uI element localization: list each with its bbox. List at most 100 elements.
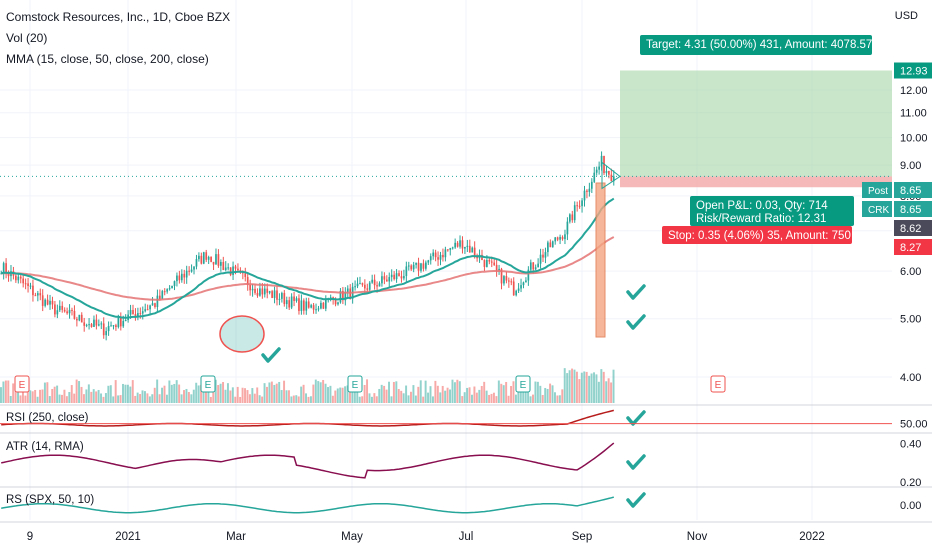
volume-bar — [207, 387, 210, 403]
volume-bar — [170, 384, 173, 403]
candle-body — [149, 305, 151, 310]
volume-bar — [234, 396, 237, 403]
volume-bar — [378, 388, 381, 403]
volume-bar — [593, 372, 595, 403]
candle-body — [466, 245, 469, 247]
candle-body — [95, 319, 98, 326]
volume-bar — [146, 393, 149, 403]
atr-tick-label: 0.20 — [900, 477, 921, 489]
volume-bar — [253, 393, 256, 403]
mma-legend[interactable]: MMA (15, close, 50, close, 200, close) — [6, 52, 209, 66]
volume-bar — [9, 396, 12, 403]
candle-body — [503, 276, 505, 284]
candle-body — [27, 283, 29, 287]
volume-bar — [485, 390, 488, 403]
volume-bar — [322, 379, 325, 403]
volume-bar — [129, 386, 132, 403]
candle-body — [317, 308, 320, 310]
volume-bar — [417, 386, 420, 403]
volume-bar — [395, 381, 398, 403]
volume-bar — [185, 388, 188, 403]
candle-body — [586, 190, 588, 192]
candle-body — [525, 280, 527, 283]
volume-bar — [126, 384, 129, 403]
volume-bar — [458, 381, 461, 403]
candle-body — [612, 176, 615, 182]
volume-bar — [480, 385, 483, 403]
open-pl-label-bg — [690, 196, 854, 226]
candle-body — [290, 296, 293, 308]
volume-bar — [263, 383, 266, 403]
volume-bar — [212, 390, 215, 403]
volume-bar — [82, 394, 85, 403]
volume-legend[interactable]: Vol (20) — [6, 31, 48, 45]
breakout-highlight-bar — [595, 182, 606, 338]
volume-bar — [251, 388, 254, 403]
target-label-text: Target: 4.31 (50.00%) 431, Amount: 4078.… — [646, 39, 872, 51]
candle-body — [105, 331, 108, 336]
volume-bars — [0, 368, 615, 403]
volume-bar — [229, 390, 232, 403]
candle-body — [215, 254, 217, 265]
volume-bar — [390, 396, 393, 403]
time-tick-label: Mar — [226, 531, 246, 543]
volume-bar — [107, 385, 110, 403]
checkmark-icon — [261, 347, 281, 363]
candle-body — [420, 263, 422, 271]
volume-bar — [361, 396, 364, 403]
candle-body — [498, 268, 500, 271]
candle-body — [598, 166, 600, 170]
candle-body — [137, 313, 139, 318]
volume-bar — [102, 396, 105, 403]
volume-bar — [558, 395, 561, 403]
candle-body — [512, 281, 515, 296]
candle-body — [83, 322, 86, 326]
candle-body — [564, 234, 566, 240]
volume-bar — [173, 383, 176, 403]
volume-bar — [441, 385, 444, 403]
candle-body — [198, 255, 200, 260]
candle-body — [17, 276, 20, 281]
candle-body — [0, 273, 3, 275]
candle-body — [302, 300, 305, 311]
volume-bar — [478, 389, 481, 403]
candle-body — [388, 277, 391, 282]
checkmark-icon — [626, 284, 646, 300]
volume-bar — [327, 387, 329, 403]
volume-bar — [114, 380, 117, 403]
candle-body — [376, 285, 378, 287]
volume-bar — [463, 392, 466, 403]
volume-bar — [585, 371, 588, 403]
volume-bar — [541, 394, 544, 403]
open-pl-label-text: Open P&L: 0.03, Qty: 714 — [696, 200, 828, 212]
candle-body — [407, 265, 410, 267]
candle-body — [505, 276, 508, 281]
target-zone — [620, 70, 892, 177]
candle-body — [5, 263, 7, 274]
volume-bar — [439, 392, 442, 403]
volume-bar — [578, 379, 581, 403]
volume-bar — [19, 395, 22, 403]
candle-body — [298, 298, 300, 311]
candle-body — [363, 284, 366, 289]
volume-bar — [436, 385, 439, 403]
symbol-legend[interactable]: Comstock Resources, Inc., 1D, Cboe BZX — [6, 10, 231, 24]
candle-body — [534, 267, 537, 270]
candle-body — [46, 299, 49, 305]
volume-bar — [112, 396, 115, 403]
volume-bar — [388, 381, 390, 403]
volume-bar — [312, 384, 315, 403]
candles — [0, 151, 615, 341]
price-tick-label: 12.00 — [900, 85, 928, 97]
volume-bar — [134, 395, 137, 403]
volume-bar — [546, 388, 549, 403]
volume-bar — [95, 391, 98, 403]
candle-body — [107, 326, 110, 332]
volume-bar — [573, 369, 576, 403]
candle-body — [544, 252, 547, 258]
volume-bar — [344, 386, 347, 403]
target-label: Target: 4.31 (50.00%) 431, Amount: 4078.… — [640, 35, 872, 55]
candle-body — [493, 262, 496, 265]
